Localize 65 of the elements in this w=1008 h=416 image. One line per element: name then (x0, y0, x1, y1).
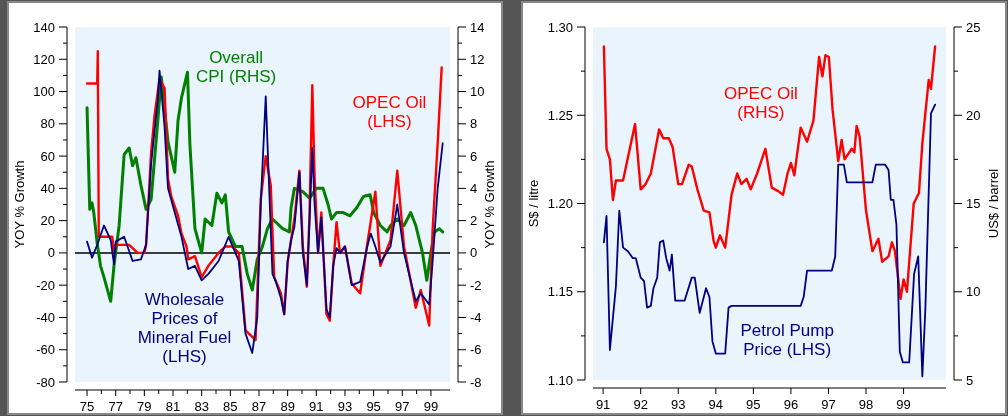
y-tick-label: 1.10 (547, 372, 573, 388)
y-tick-label: 100 (33, 84, 55, 100)
y2-tick-label: 15 (966, 196, 981, 211)
y-tick-label: -60 (36, 342, 55, 358)
y2-tick-label: 10 (966, 284, 981, 300)
y-tick-label: 1.15 (547, 284, 573, 300)
y2-tick-label: 10 (470, 84, 485, 100)
y2-tick-label: 8 (470, 116, 478, 132)
y2-axis-title: US$ / barrel (986, 168, 1001, 239)
y-tick-label: 1.30 (547, 19, 573, 35)
y2-tick-label: 5 (966, 372, 974, 388)
y2-tick-label: 25 (966, 19, 981, 35)
y2-tick-label: 0 (470, 245, 478, 261)
x-tick-label: 96 (783, 397, 799, 412)
x-tick-label: 95 (366, 399, 381, 414)
x-tick-label: 92 (633, 397, 648, 412)
x-tick-label: 85 (223, 399, 238, 414)
y2-tick-label: 4 (470, 180, 478, 196)
x-tick-label: 87 (251, 399, 267, 414)
x-tick-label: 99 (423, 399, 439, 414)
y-tick-label: 120 (33, 51, 55, 67)
y-tick-label: 40 (40, 180, 55, 196)
x-tick-label: 79 (137, 399, 152, 414)
series-label: Wholesale Prices of Mineral Fuel (LHS) (137, 289, 232, 366)
x-tick-label: 91 (309, 399, 324, 414)
x-tick-label: 75 (79, 399, 95, 414)
y-axis-title: S$ / litre (526, 179, 541, 228)
y2-tick-label: -2 (470, 277, 482, 293)
y2-tick-label: 6 (470, 148, 478, 164)
y2-tick-label: 12 (470, 51, 485, 67)
y2-tick-label: 2 (470, 213, 478, 229)
y2-tick-label: -4 (470, 309, 482, 325)
x-tick-label: 81 (165, 399, 181, 414)
y2-tick-label: -6 (470, 342, 482, 358)
series-label: Overall CPI (RHS) (195, 47, 277, 86)
y2-tick-label: 20 (966, 107, 981, 123)
series-label: OPEC Oil (RHS) (724, 84, 798, 123)
y-tick-label: -80 (36, 374, 55, 390)
y-tick-label: 140 (33, 19, 55, 35)
x-tick-label: 89 (280, 399, 295, 414)
x-tick-label: 93 (337, 399, 353, 414)
y-tick-label: -40 (36, 309, 55, 325)
x-tick-label: 99 (896, 397, 911, 412)
y-axis-title: YOY % Growth (12, 160, 27, 249)
x-tick-label: 94 (708, 397, 724, 412)
x-tick-label: 97 (395, 399, 410, 414)
x-tick-label: 77 (108, 399, 123, 414)
y-tick-label: 60 (40, 148, 55, 164)
series-label: Petrol Pump Price (LHS) (740, 320, 834, 359)
x-tick-label: 93 (671, 397, 686, 412)
x-tick-label: 97 (821, 397, 836, 412)
y-tick-label: 80 (40, 116, 55, 132)
y-tick-label: 1.20 (547, 196, 573, 211)
x-tick-label: 95 (746, 397, 761, 412)
x-tick-label: 83 (194, 399, 209, 414)
y-tick-label: 1.25 (547, 107, 573, 123)
y2-tick-label: -8 (470, 374, 482, 390)
y-tick-label: 0 (47, 245, 55, 261)
x-tick-label: 91 (595, 397, 611, 412)
y2-axis-title: YOY % Growth (482, 160, 497, 249)
y-tick-label: 20 (40, 213, 55, 229)
y-tick-label: -20 (36, 277, 55, 293)
y2-tick-label: 14 (470, 19, 485, 35)
series-label: OPEC Oil (LHS) (352, 92, 427, 131)
x-tick-label: 98 (858, 397, 874, 412)
